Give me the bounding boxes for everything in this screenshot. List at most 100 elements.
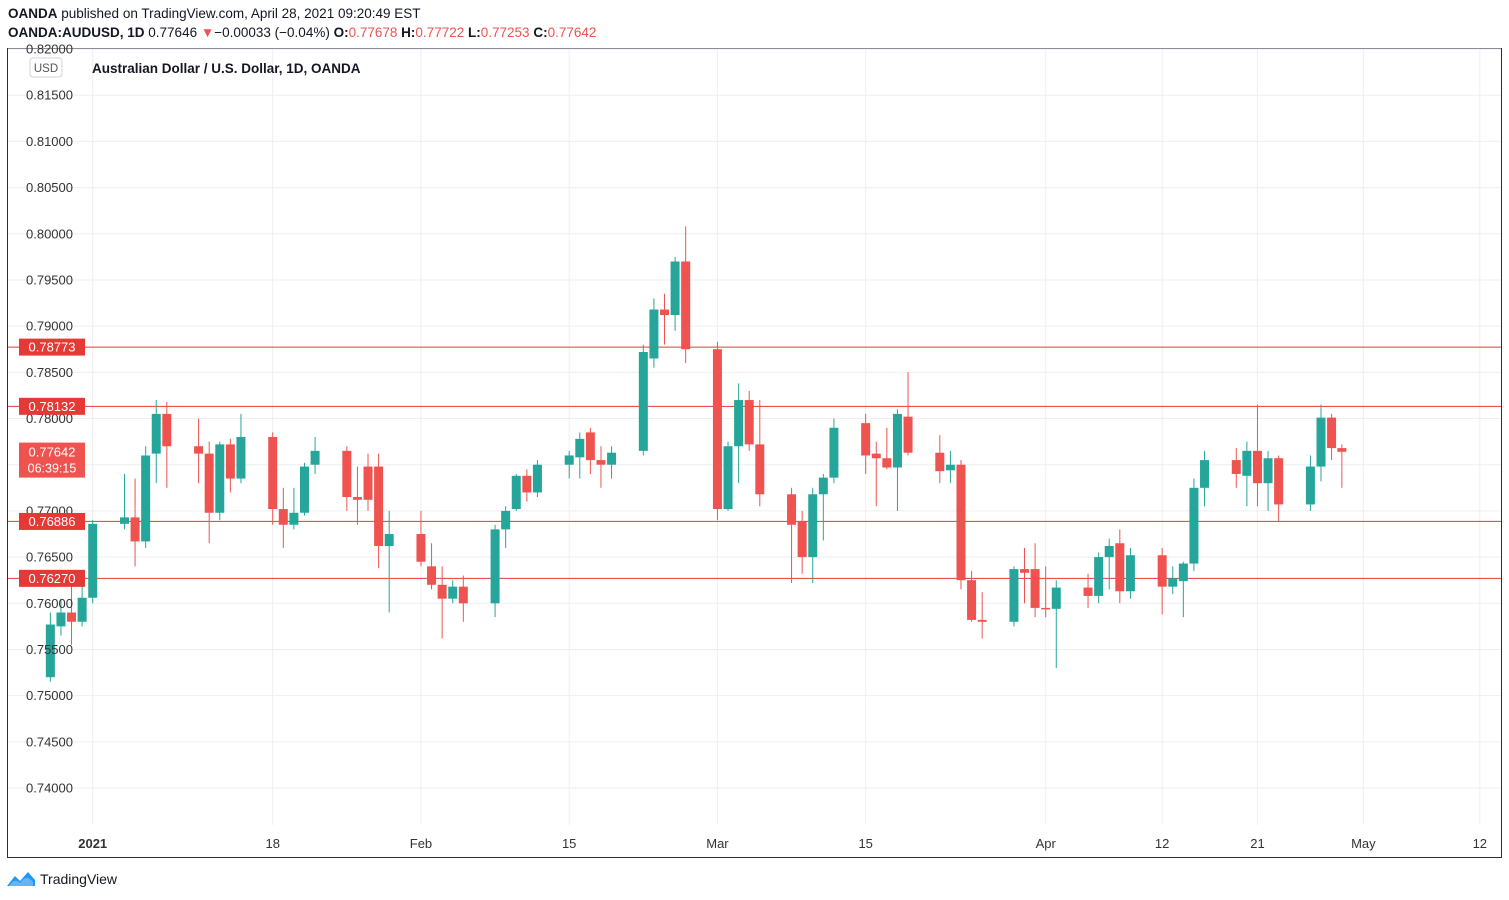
candle <box>299 462 309 516</box>
chart-title-group: USD Australian Dollar / U.S. Dollar, 1D,… <box>29 57 361 78</box>
candle <box>522 469 532 502</box>
candle-body <box>119 517 129 524</box>
level-label-box <box>19 397 85 415</box>
candle-body <box>1104 546 1114 558</box>
time-axis: 2021 18 Feb 15 Mar 15 Apr 12 21 May 12 <box>78 836 1487 851</box>
open-value: 0.77678 <box>348 25 398 40</box>
candle <box>829 418 839 484</box>
candle <box>1030 543 1040 618</box>
candle-body <box>501 510 511 530</box>
y-tick-label: 0.76500 <box>26 550 73 565</box>
candle-body <box>734 400 744 447</box>
x-tick-label: 12 <box>1473 836 1487 851</box>
y-tick-label: 0.80500 <box>26 180 73 195</box>
candle <box>1305 455 1315 511</box>
candle <box>1200 450 1210 507</box>
x-tick-label: Mar <box>706 836 729 851</box>
candle <box>215 441 225 521</box>
candle <box>787 487 797 583</box>
candle-body <box>882 458 892 468</box>
publisher-line: OANDA published on TradingView.com, Apri… <box>8 6 421 21</box>
candle <box>490 524 500 618</box>
candle <box>448 580 458 604</box>
candle <box>1231 448 1241 488</box>
currency-badge[interactable]: USD <box>34 63 58 75</box>
y-tick-label: 0.78500 <box>26 365 73 380</box>
last-price: 0.77646 <box>148 25 198 40</box>
candle-body <box>1041 607 1051 610</box>
candle-body <box>755 444 765 495</box>
candle <box>956 460 966 590</box>
candle <box>225 438 235 493</box>
candle-body <box>1125 555 1135 592</box>
grid-lines <box>8 48 1501 825</box>
candle <box>1274 455 1284 522</box>
price-labels: 0.78773 0.78132 0.76886 0.76270 0.77642 06:39… <box>19 338 85 587</box>
candle <box>1104 538 1114 590</box>
candle <box>903 372 913 456</box>
candle-body <box>1157 555 1167 587</box>
candle <box>607 446 617 479</box>
candle <box>564 450 574 479</box>
candle <box>374 453 384 569</box>
candle-body <box>1263 458 1273 484</box>
candle-body <box>787 494 797 525</box>
candle <box>670 256 680 331</box>
level-lines <box>8 346 1501 579</box>
candle <box>458 575 468 622</box>
candle-body <box>892 413 902 468</box>
candle <box>659 293 669 345</box>
last-price-label-box <box>19 442 85 478</box>
candle-body <box>437 584 447 599</box>
candle-body <box>1020 569 1030 573</box>
candle <box>501 506 511 548</box>
candle <box>935 435 945 484</box>
candle-body <box>225 444 235 479</box>
candle <box>575 432 585 479</box>
level-label: 0.76886 <box>29 514 76 529</box>
candle-body <box>681 261 691 350</box>
candle <box>892 409 902 511</box>
candle <box>352 466 362 525</box>
candle-body <box>511 475 521 510</box>
candle-body <box>374 466 384 547</box>
y-tick-label: 0.79500 <box>26 272 73 287</box>
candle-body <box>141 455 151 542</box>
candle <box>681 226 691 364</box>
last-price-label: 0.77642 <box>29 445 76 460</box>
candle-body <box>215 444 225 513</box>
currency-badge-box[interactable] <box>29 57 63 78</box>
candle <box>1157 547 1167 615</box>
candle-body <box>490 529 500 604</box>
candle-body <box>236 437 246 479</box>
candle <box>744 390 754 451</box>
candle-body <box>945 464 955 471</box>
price-change: −0.00033 (−0.04%) <box>214 25 330 40</box>
candle-body <box>1009 569 1019 622</box>
candle <box>1125 547 1135 599</box>
candle <box>278 487 288 548</box>
candle <box>511 473 521 511</box>
candle <box>1115 529 1125 604</box>
countdown-label: 06:39:15 <box>28 462 77 476</box>
footer-brand: TradingView <box>40 871 118 887</box>
candle <box>1189 478 1199 571</box>
low-value: 0.77253 <box>480 25 530 40</box>
y-tick-label: 0.81000 <box>26 134 73 149</box>
candle <box>45 612 55 682</box>
x-tick-label: 2021 <box>78 836 107 851</box>
candle <box>1051 580 1061 668</box>
quote-line: OANDA:AUDUSD, 1D 0.77646 ▼−0.00033 (−0.0… <box>8 25 596 40</box>
candle-body <box>1168 578 1178 587</box>
x-tick-label: 18 <box>265 836 279 851</box>
level-label: 0.78132 <box>29 399 76 414</box>
candle-body <box>596 460 606 465</box>
candle-body <box>1252 450 1262 484</box>
y-tick-label: 0.75000 <box>26 688 73 703</box>
candle-body <box>448 586 458 599</box>
candle <box>755 400 765 507</box>
candle-body <box>829 427 839 478</box>
candle <box>437 566 447 639</box>
candle <box>1041 566 1051 618</box>
